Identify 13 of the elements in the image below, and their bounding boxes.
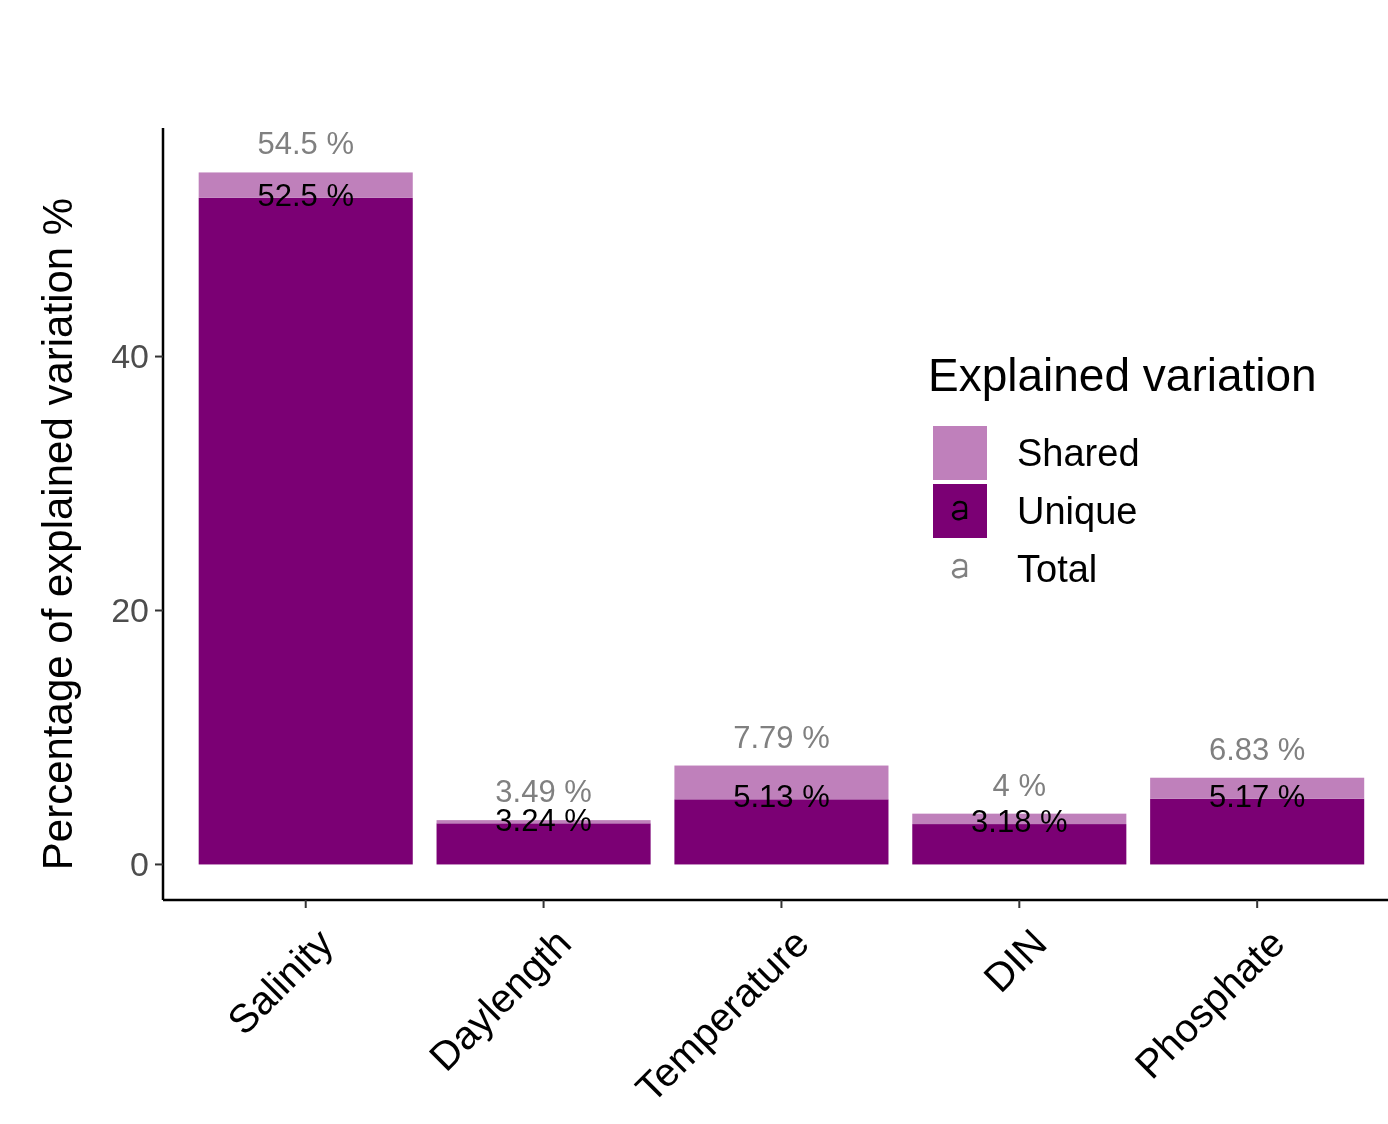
total-label: 4 % [992, 767, 1047, 803]
total-label: 7.79 % [733, 719, 830, 755]
total-label: 54.5 % [257, 126, 354, 162]
y-tick-label: 0 [130, 845, 149, 884]
legend-title: Explained variation [928, 349, 1317, 401]
total-label: 6.83 % [1208, 731, 1306, 767]
y-tick-label: 40 [111, 337, 149, 376]
x-tick-label: DIN [974, 920, 1055, 1001]
legend-label: Shared [1017, 432, 1140, 475]
y-axis-title: Percentage of explained variation % [34, 197, 81, 871]
annotation: Total [1017, 548, 1098, 591]
legend-label: Unique [1017, 490, 1138, 533]
y-tick-label: 20 [111, 591, 149, 630]
